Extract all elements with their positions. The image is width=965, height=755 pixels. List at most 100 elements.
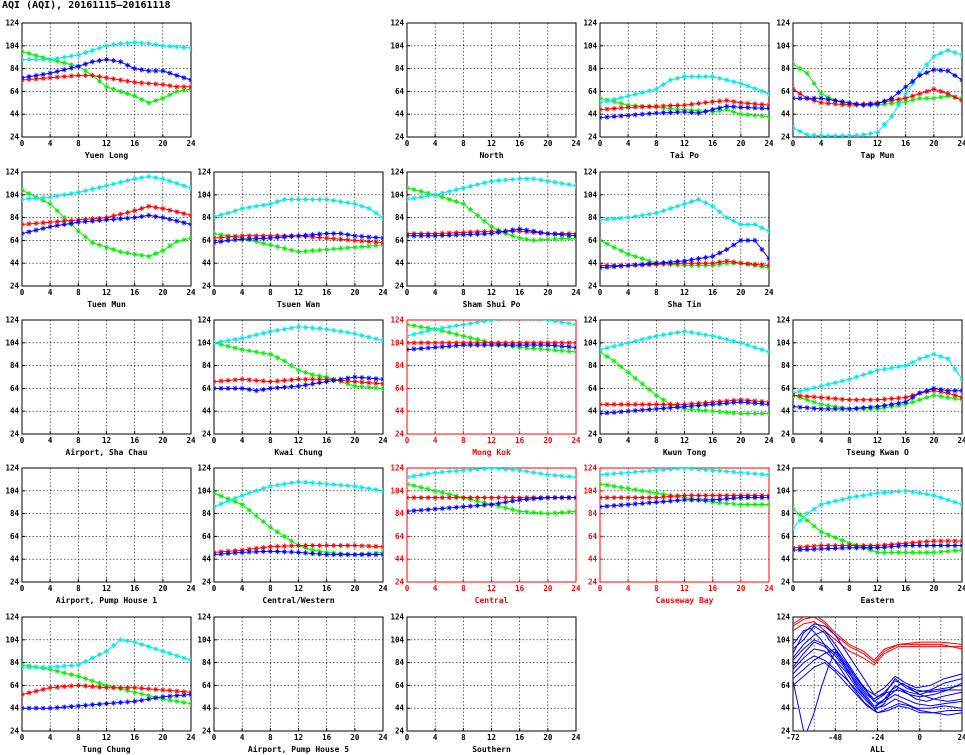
data-point <box>82 658 88 665</box>
y-tick-label: 84 <box>395 64 405 73</box>
x-tick-label: 12 <box>487 288 496 297</box>
data-point <box>22 187 25 193</box>
data-point <box>260 518 266 525</box>
data-point <box>324 552 330 558</box>
panel-title-airport-sha-chau: Airport, Sha Chau <box>66 447 148 457</box>
data-point <box>232 345 238 351</box>
x-tick-label: 0 <box>212 733 217 742</box>
data-point <box>54 668 60 674</box>
data-point <box>488 501 495 508</box>
data-point <box>839 396 845 402</box>
y-tick-label: 124 <box>197 464 211 473</box>
x-tick-label: 4 <box>819 139 824 148</box>
data-point <box>611 483 617 489</box>
data-point <box>646 500 652 506</box>
data-point <box>959 97 962 104</box>
data-point <box>411 323 417 329</box>
y-tick-label: 84 <box>395 213 405 222</box>
data-point <box>317 234 323 241</box>
data-point <box>309 547 316 553</box>
data-point <box>724 246 730 253</box>
data-point <box>688 492 695 498</box>
data-point <box>467 207 473 213</box>
data-point <box>945 394 951 401</box>
x-tick-label: 20 <box>158 436 168 445</box>
data-point <box>710 203 716 209</box>
data-point <box>517 176 523 182</box>
data-point <box>793 95 796 101</box>
data-point <box>545 472 551 478</box>
data-point <box>439 328 445 334</box>
data-point <box>47 56 53 63</box>
data-point <box>517 342 523 348</box>
data-point <box>667 401 674 407</box>
data-point <box>959 394 962 401</box>
panel-title-tap-mun: Tap Mun <box>861 151 895 160</box>
data-point <box>380 544 383 550</box>
data-point <box>40 705 46 711</box>
data-point <box>566 320 572 327</box>
data-point <box>874 545 881 551</box>
data-point <box>132 639 138 645</box>
data-point <box>703 99 709 106</box>
data-point <box>68 73 74 79</box>
data-point <box>625 469 631 476</box>
y-tick-label: 104 <box>390 486 404 495</box>
data-point <box>488 468 495 471</box>
x-tick-label: 24 <box>186 436 196 445</box>
x-tick-label: 4 <box>240 288 245 297</box>
data-point <box>246 348 252 354</box>
y-tick-label: 84 <box>588 213 598 222</box>
data-point <box>439 340 445 346</box>
data-point <box>566 344 572 350</box>
data-point <box>724 496 730 502</box>
data-point <box>896 549 902 555</box>
data-point <box>738 469 744 476</box>
data-point <box>302 550 309 556</box>
data-point <box>688 468 695 472</box>
data-point <box>160 648 166 654</box>
x-tick-label: 24 <box>764 139 774 148</box>
data-point <box>132 39 138 45</box>
data-point <box>888 549 895 555</box>
data-point <box>632 469 638 475</box>
data-point <box>352 378 358 385</box>
data-point <box>132 93 138 99</box>
data-point <box>174 209 180 215</box>
data-point <box>738 80 744 87</box>
series-group <box>793 617 962 731</box>
data-point <box>302 542 309 549</box>
data-point <box>924 388 930 394</box>
data-point <box>793 524 796 530</box>
x-tick-label: 16 <box>515 436 525 445</box>
data-point <box>611 105 617 112</box>
x-tick-label: 0 <box>791 436 796 445</box>
data-point <box>752 344 758 350</box>
data-point <box>945 68 951 74</box>
data-point <box>681 109 688 115</box>
data-point <box>338 199 344 205</box>
data-point <box>793 392 796 398</box>
data-point <box>117 685 124 691</box>
data-point <box>804 70 810 76</box>
data-point <box>352 483 358 489</box>
y-tick-label: 24 <box>588 430 598 439</box>
data-point <box>214 230 217 237</box>
data-point <box>531 228 537 234</box>
data-point <box>132 66 138 72</box>
data-point <box>267 548 273 554</box>
data-point <box>317 542 323 549</box>
data-point <box>324 378 330 385</box>
data-point <box>174 180 180 186</box>
y-tick-label: 64 <box>395 681 405 690</box>
data-point <box>793 61 796 67</box>
data-point <box>481 218 488 224</box>
data-point <box>931 542 937 549</box>
data-point <box>302 196 309 202</box>
y-tick-label: 104 <box>390 41 404 50</box>
data-point <box>407 185 410 191</box>
x-tick-label: 16 <box>901 436 911 445</box>
